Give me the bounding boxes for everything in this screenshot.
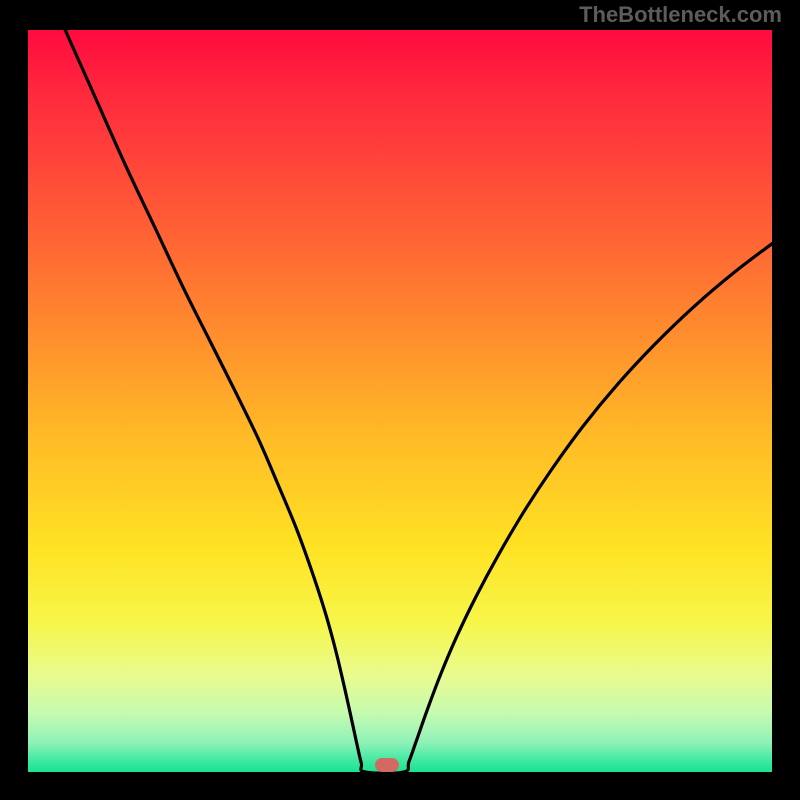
plot-area	[28, 30, 772, 772]
watermark-text: TheBottleneck.com	[579, 2, 782, 28]
chart-root: TheBottleneck.com	[0, 0, 800, 800]
bottleneck-curve	[28, 30, 772, 772]
optimal-marker	[375, 758, 399, 772]
curve-path	[65, 30, 772, 772]
